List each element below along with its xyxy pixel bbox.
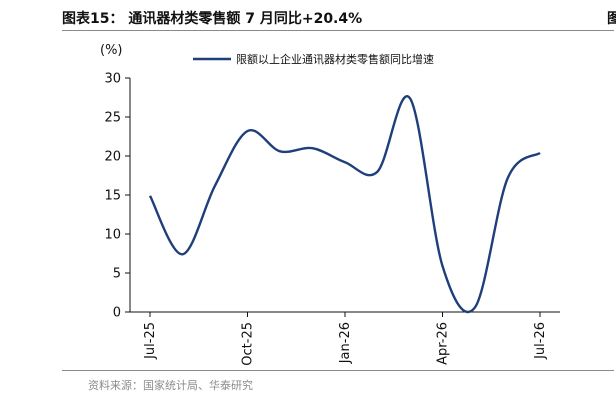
figure-title: 图表15： 通讯器材类零售额 7 月同比+20.4% <box>62 11 363 27</box>
x-tick-label: Jan-26 <box>338 322 353 364</box>
bottom-rule <box>62 370 614 371</box>
y-tick-label: 20 <box>104 150 121 165</box>
y-tick-label: 15 <box>104 189 121 204</box>
x-axis-ticks: Jul-25 Oct-25 Jan-26 Apr-26 Jul-26 <box>143 312 548 366</box>
next-figure-edge: 图 <box>607 11 616 25</box>
y-tick-label: 0 <box>113 306 121 321</box>
y-tick-label: 30 <box>104 72 121 87</box>
legend-label: 限额以上企业通讯器材类零售额同比增速 <box>236 52 434 66</box>
y-axis-unit-label: (%) <box>100 43 123 58</box>
y-axis-ticks: 0 5 10 15 20 25 30 <box>104 72 130 321</box>
y-tick-label: 5 <box>113 267 121 282</box>
source-note: 资料来源：国家统计局、华泰研究 <box>88 379 253 392</box>
title-rule <box>62 30 614 31</box>
y-tick-label: 25 <box>104 111 121 126</box>
x-tick-label: Jul-26 <box>533 322 548 360</box>
legend: 限额以上企业通讯器材类零售额同比增速 <box>193 52 434 66</box>
x-tick-label: Jul-25 <box>143 322 158 360</box>
x-tick-label: Apr-26 <box>436 322 451 365</box>
series-layer <box>148 95 541 314</box>
chart-axes <box>129 78 560 313</box>
x-tick-label: Oct-25 <box>241 322 256 366</box>
y-tick-label: 10 <box>104 228 121 243</box>
series-line <box>148 95 541 314</box>
